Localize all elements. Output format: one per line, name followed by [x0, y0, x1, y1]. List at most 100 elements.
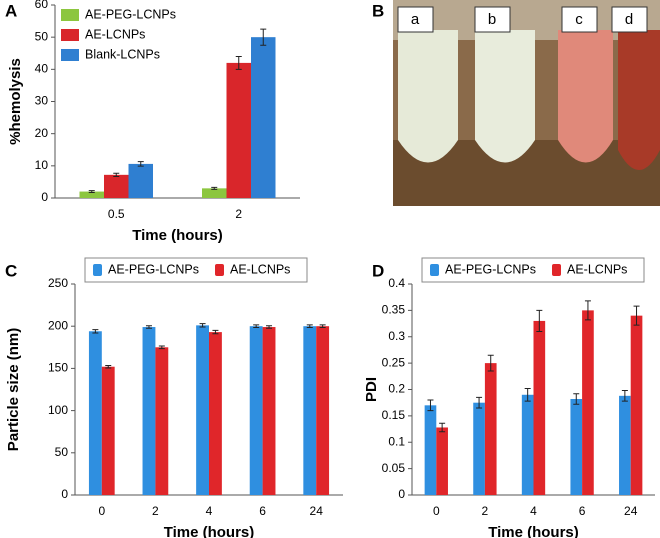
- y-tick-label: 200: [48, 318, 68, 332]
- error-bar: [319, 324, 326, 328]
- legend-box: [421, 257, 645, 283]
- bar: [226, 62, 251, 199]
- bar: [128, 163, 153, 198]
- legend-swatch: [430, 264, 439, 276]
- y-tick-label: 0.25: [382, 355, 406, 369]
- tube-label: a: [411, 11, 420, 28]
- y-tick-label: 0: [398, 487, 405, 501]
- y-tick-label: 0.35: [382, 303, 406, 317]
- legend-label: AE-LCNPs: [85, 27, 145, 41]
- bar: [436, 427, 448, 495]
- bar: [196, 325, 209, 495]
- bar: [262, 327, 276, 495]
- tube-label: c: [575, 11, 583, 28]
- y-tick-label: 50: [55, 445, 69, 459]
- legend-label: AE-PEG-LCNPs: [108, 262, 199, 276]
- bar: [570, 398, 583, 495]
- error-bar: [306, 324, 313, 328]
- tube-d: [618, 30, 660, 170]
- y-tick-label: 0.1: [388, 434, 405, 448]
- legend-label: AE-PEG-LCNPs: [445, 262, 536, 276]
- y-tick-label: 40: [35, 62, 49, 76]
- error-bar: [158, 345, 165, 350]
- x-tick-label: 4: [206, 504, 213, 518]
- error-bar: [524, 387, 531, 402]
- y-tick-label: 100: [48, 403, 68, 417]
- bar: [303, 326, 317, 495]
- error-bar: [584, 300, 591, 321]
- bar: [155, 347, 169, 495]
- bar: [424, 405, 437, 495]
- tube-b: [475, 30, 535, 163]
- label-box: [611, 6, 648, 33]
- error-bar: [427, 399, 434, 412]
- error-bar: [439, 422, 446, 433]
- x-axis-title: Time (hours): [488, 524, 579, 538]
- legend-box: [84, 257, 308, 283]
- y-tick-label: 0: [61, 487, 68, 501]
- x-tick-label: 0.5: [108, 207, 125, 221]
- error-bar: [633, 305, 640, 326]
- error-bar: [260, 28, 267, 46]
- bar: [251, 37, 276, 198]
- x-tick-label: 6: [579, 504, 586, 518]
- x-tick-label: 2: [482, 504, 489, 518]
- legend-label: AE-LCNPs: [230, 262, 290, 276]
- y-axis-title: PDI: [363, 377, 380, 402]
- error-bar: [211, 186, 218, 190]
- error-bar: [92, 329, 99, 334]
- legend-swatch: [552, 264, 561, 276]
- bar: [630, 315, 643, 495]
- error-bar: [113, 172, 120, 177]
- x-tick-label: 0: [433, 504, 440, 518]
- photo: a b c d B: [372, 0, 660, 206]
- panel-label: C: [5, 261, 17, 280]
- error-bar: [476, 396, 483, 409]
- x-tick-label: 0: [98, 504, 105, 518]
- legend-swatch: [93, 264, 102, 276]
- tube-a: [398, 30, 458, 163]
- legend-swatch: [61, 49, 79, 61]
- legend-swatch: [61, 29, 79, 41]
- y-tick-label: 0.2: [388, 382, 405, 396]
- y-tick-label: 20: [35, 126, 49, 140]
- bar: [142, 327, 156, 495]
- bar: [316, 326, 330, 495]
- y-tick-label: 0.05: [382, 461, 406, 475]
- bar: [582, 310, 594, 495]
- y-tick-label: 0: [41, 190, 48, 204]
- y-axis-title: Particle size (nm): [5, 328, 22, 451]
- bar: [484, 363, 497, 495]
- y-tick-label: 0.4: [388, 276, 405, 290]
- legend-label: AE-LCNPs: [567, 262, 627, 276]
- bar: [209, 332, 222, 495]
- error-bar: [145, 325, 152, 329]
- error-bar: [137, 161, 144, 167]
- bar: [249, 326, 263, 495]
- error-bar: [253, 324, 260, 328]
- error-bar: [199, 323, 206, 328]
- y-axis-title: %hemolysis: [7, 58, 24, 145]
- error-bar: [88, 190, 95, 194]
- bar: [619, 395, 631, 495]
- bar: [521, 394, 534, 495]
- y-tick-label: 30: [35, 94, 49, 108]
- bar: [104, 174, 129, 198]
- y-tick-label: 60: [35, 0, 49, 11]
- panel-label: B: [372, 1, 384, 20]
- error-bar: [266, 325, 273, 329]
- error-bar: [536, 309, 543, 332]
- tube-label: b: [488, 11, 496, 28]
- label-box: [397, 6, 434, 33]
- x-axis-title: Time (hours): [164, 524, 255, 538]
- x-tick-label: 2: [152, 504, 159, 518]
- error-bar: [573, 393, 580, 405]
- error-bar: [105, 364, 112, 369]
- label-box: [561, 6, 598, 33]
- error-bar: [487, 354, 494, 372]
- bar: [473, 402, 485, 495]
- bar: [101, 366, 115, 495]
- y-tick-label: 10: [35, 158, 49, 172]
